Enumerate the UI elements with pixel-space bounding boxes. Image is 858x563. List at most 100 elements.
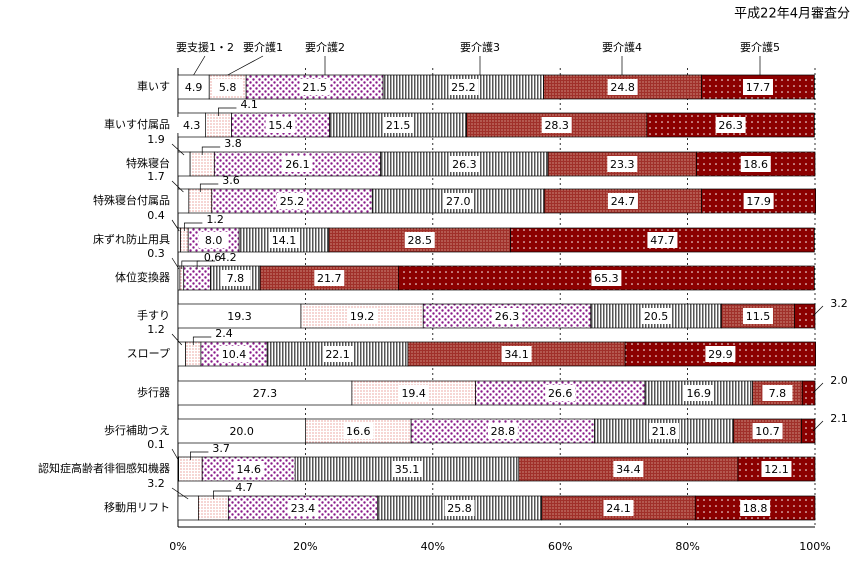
leader	[812, 420, 824, 432]
data-label: 18.8	[743, 502, 768, 515]
data-label: 24.1	[606, 502, 631, 515]
category-label: 車いす	[137, 79, 170, 93]
label-box	[265, 117, 296, 133]
data-label: 21.8	[652, 425, 677, 438]
category-label: スロープ	[127, 347, 170, 360]
data-label: 24.7	[611, 195, 636, 208]
category-label: 車いす付属品	[104, 117, 170, 131]
label-box	[233, 461, 264, 477]
data-label: 10.7	[755, 425, 780, 438]
label-box	[347, 308, 378, 324]
data-label: 34.4	[616, 463, 641, 476]
data-label: 16.6	[346, 425, 371, 438]
label-box	[449, 156, 480, 172]
leader	[171, 219, 180, 232]
label-box	[613, 461, 644, 477]
data-label: 20.5	[644, 310, 669, 323]
bar-segment	[177, 495, 199, 521]
label-box	[647, 232, 678, 248]
label-box	[545, 385, 576, 401]
label-box	[398, 385, 429, 401]
data-label: 11.5	[746, 310, 771, 323]
data-label: 18.6	[744, 158, 769, 171]
label-box	[743, 193, 774, 209]
bar-segment	[183, 265, 211, 291]
data-label: 21.5	[386, 119, 411, 132]
leader	[184, 222, 203, 231]
bar-segment	[198, 495, 229, 521]
label-box	[299, 79, 330, 95]
data-label: 4.9	[185, 81, 203, 94]
leader	[171, 180, 184, 193]
legend-label: 要介護4	[602, 40, 642, 54]
data-label: 27.3	[253, 387, 278, 400]
leader	[812, 305, 824, 317]
data-label: 19.3	[227, 310, 252, 323]
legend-leader	[227, 55, 264, 76]
chart-subtitle: 平成22年4月審査分	[734, 7, 850, 22]
data-label: 0.1	[147, 438, 165, 451]
label-box	[715, 117, 746, 133]
data-label: 26.3	[718, 119, 743, 132]
category-label: 認知症高齢者徘徊感知機器	[38, 461, 170, 475]
data-label: 47.7	[650, 234, 675, 247]
data-label: 4.3	[183, 119, 201, 132]
label-box	[448, 79, 479, 95]
data-label: 10.4	[222, 348, 247, 361]
label-box	[740, 156, 771, 172]
data-label: 3.2	[830, 297, 848, 310]
label-box	[649, 423, 680, 439]
bar-segment	[794, 303, 816, 329]
label-box	[404, 232, 435, 248]
label-box	[740, 500, 771, 516]
label-box	[224, 308, 255, 324]
data-label: 0.4	[147, 209, 165, 222]
x-tick-label: 0%	[169, 540, 186, 553]
x-tick-label: 80%	[675, 540, 699, 553]
bar-segment	[189, 151, 215, 177]
bar-segment	[177, 227, 181, 253]
label-box	[269, 232, 300, 248]
label-box	[219, 346, 250, 362]
label-box	[641, 308, 672, 324]
bar-segment	[178, 456, 203, 482]
data-label: 25.8	[447, 502, 472, 515]
category-label: 歩行補助つえ	[104, 423, 170, 437]
data-label: 65.3	[594, 272, 619, 285]
label-box	[220, 270, 251, 286]
data-label: 1.9	[147, 133, 165, 146]
label-box	[443, 193, 474, 209]
data-label: 26.3	[452, 158, 477, 171]
bar-segment	[179, 265, 185, 291]
label-box	[212, 79, 243, 95]
label-box	[603, 500, 634, 516]
data-label: 34.1	[504, 348, 529, 361]
data-label: 17.7	[746, 81, 771, 94]
data-label: 2.1	[830, 412, 848, 425]
leader	[171, 487, 189, 500]
label-box	[383, 117, 414, 133]
data-label: 21.7	[317, 272, 342, 285]
bar-segment	[177, 341, 186, 367]
legend-leader	[193, 55, 206, 76]
label-box	[683, 385, 714, 401]
legend-label: 要支援1・2	[176, 40, 234, 54]
leader	[171, 333, 183, 346]
data-label: 24.8	[610, 81, 635, 94]
data-label: 7.8	[769, 387, 787, 400]
data-label: 25.2	[451, 81, 476, 94]
category-label: 体位変換器	[115, 270, 170, 284]
legend-label: 要介護3	[460, 40, 500, 54]
data-label: 4.2	[219, 251, 237, 264]
label-box	[282, 156, 313, 172]
label-box	[249, 385, 280, 401]
data-label: 14.6	[236, 463, 261, 476]
data-label: 7.8	[227, 272, 245, 285]
leader	[190, 451, 209, 460]
category-label: 手すり	[137, 308, 170, 322]
data-label: 25.2	[280, 195, 305, 208]
data-label: 3.7	[212, 442, 230, 455]
bar-segment	[177, 188, 190, 214]
data-label: 17.9	[746, 195, 771, 208]
